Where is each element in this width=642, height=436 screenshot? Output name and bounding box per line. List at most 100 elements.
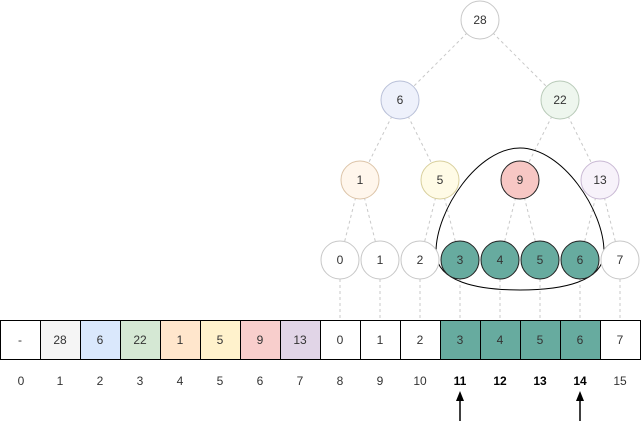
array-cell-value: 7 (617, 333, 624, 347)
array-index-label: 9 (377, 374, 384, 388)
tree-node-circle (380, 80, 420, 120)
array-cell: 6 (80, 320, 121, 360)
array-cell-box (240, 320, 281, 360)
array-cell: 28 (40, 320, 81, 360)
array-cell-value: - (18, 333, 22, 347)
tree-node-label: 13 (593, 173, 607, 187)
array-cell-value: 5 (217, 333, 224, 347)
tree-node-label: 6 (577, 253, 584, 267)
tree-node-label: 1 (377, 253, 384, 267)
array-cell: 5 (520, 320, 561, 360)
array-cell: 5 (200, 320, 241, 360)
tree-node: 5 (420, 160, 460, 200)
array-index-label: 1 (57, 374, 64, 388)
array-index-label: 10 (413, 374, 427, 388)
tree-node-circle (520, 240, 560, 280)
array-cell-box (280, 320, 321, 360)
tree-node: 1 (360, 240, 400, 280)
array-cell: 7 (600, 320, 641, 360)
tree-node-label: 6 (397, 93, 404, 107)
tree-node-label: 28 (473, 13, 487, 27)
array-cell-box (80, 320, 121, 360)
array-index-label: 6 (257, 374, 264, 388)
array-cell-value: 9 (257, 333, 264, 347)
tree-node-label: 0 (337, 253, 344, 267)
array-index-label: 3 (137, 374, 144, 388)
array-cell-box (480, 320, 521, 360)
array-cell: 2 (400, 320, 441, 360)
array-cell: 3 (440, 320, 481, 360)
array-index-label: 2 (97, 374, 104, 388)
array-cell-value: 6 (577, 333, 584, 347)
array-cell-value: 5 (537, 333, 544, 347)
tree-node-label: 2 (417, 253, 424, 267)
array-cell: 4 (480, 320, 521, 360)
array-cell-value: 1 (377, 333, 384, 347)
tree-node-circle (420, 160, 460, 200)
tree-node-circle (500, 160, 540, 200)
tree-node-circle (480, 240, 520, 280)
tree-node-label: 5 (437, 173, 444, 187)
array-cell: 1 (360, 320, 401, 360)
array-cell-box (600, 320, 641, 360)
array-cell: 6 (560, 320, 601, 360)
tree-node-circle (440, 240, 480, 280)
pointer-arrow (456, 391, 464, 421)
array-index-label: 15 (613, 374, 627, 388)
tree-node-label: 7 (617, 253, 624, 267)
array-cell-value: 22 (133, 333, 147, 347)
query-range-outline (435, 147, 605, 291)
tree-node-circle (320, 240, 360, 280)
array-cell-box (0, 320, 41, 360)
array-cell-box (520, 320, 561, 360)
array-cell-box (320, 320, 361, 360)
array-cell-box (160, 320, 201, 360)
tree-node: 13 (580, 160, 620, 200)
tree-node: 22 (540, 80, 580, 120)
tree-node-circle (460, 0, 500, 40)
tree-node-circle (560, 240, 600, 280)
tree-node-circle (540, 80, 580, 120)
array-cell-box (560, 320, 601, 360)
array-cell: 9 (240, 320, 281, 360)
array-cell: 22 (120, 320, 161, 360)
array-index-label: 4 (177, 374, 184, 388)
tree-node-highlighted: 3 (440, 240, 480, 280)
array-cell-box (40, 320, 81, 360)
pointer-arrow-head (456, 391, 464, 401)
array-cell: - (0, 320, 41, 360)
array-index-label: 5 (217, 374, 224, 388)
array-index-label: 13 (533, 374, 547, 388)
tree-node-label: 22 (553, 93, 567, 107)
array-cell-value: 28 (53, 333, 67, 347)
tree-node-highlighted: 4 (480, 240, 520, 280)
tree-node-highlighted: 5 (520, 240, 560, 280)
tree-node-label: 3 (457, 253, 464, 267)
array-index-label: 0 (18, 374, 25, 388)
array-cell-value: 1 (177, 333, 184, 347)
array-cell-box (120, 320, 161, 360)
array-cell: 0 (320, 320, 361, 360)
tree-node-highlighted: 9 (500, 160, 540, 200)
array-cell-value: 13 (293, 333, 307, 347)
tree-node-circle (580, 160, 620, 200)
tree-node-circle (360, 240, 400, 280)
tree-node: 7 (600, 240, 640, 280)
array-index-label: 14 (573, 374, 587, 388)
array-cell-value: 6 (97, 333, 104, 347)
array-cell-value: 2 (417, 333, 424, 347)
array-index-label: 12 (493, 374, 507, 388)
pointer-arrow-head (576, 391, 584, 401)
tree-node-circle (340, 160, 380, 200)
tree-node: 2 (400, 240, 440, 280)
array-cell-box (200, 320, 241, 360)
array-cell-value: 4 (497, 333, 504, 347)
tree-node-circle (400, 240, 440, 280)
array-cell-box (440, 320, 481, 360)
tree-node: 28 (460, 0, 500, 40)
array-cell: 13 (280, 320, 321, 360)
tree-node: 1 (340, 160, 380, 200)
array-cell-value: 0 (337, 333, 344, 347)
